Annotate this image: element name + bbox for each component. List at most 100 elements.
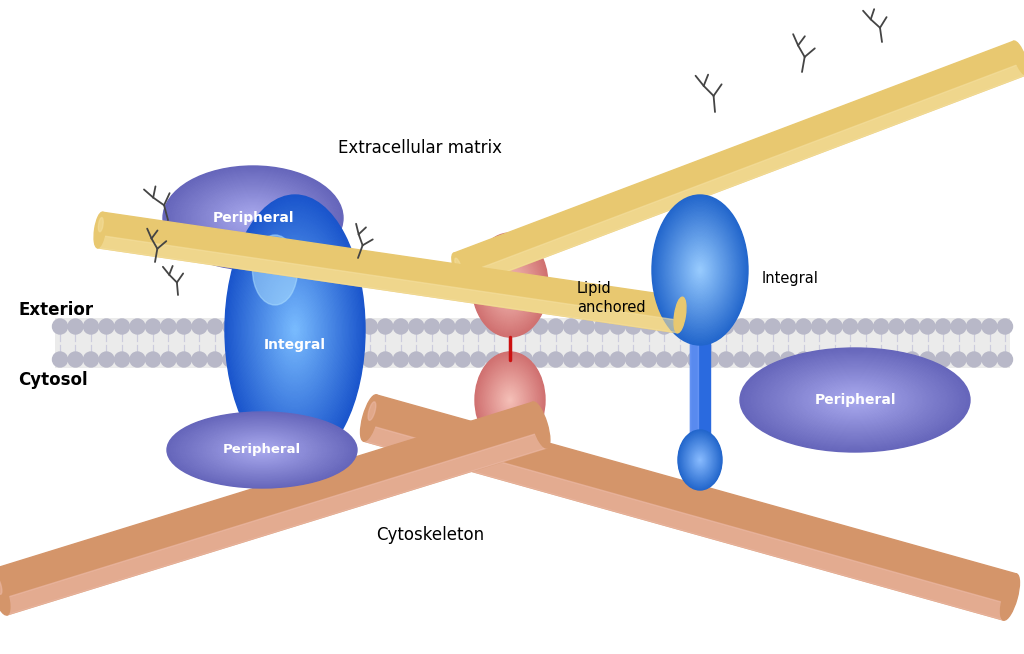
Ellipse shape bbox=[272, 287, 317, 373]
Ellipse shape bbox=[496, 380, 524, 420]
Circle shape bbox=[982, 352, 997, 367]
Ellipse shape bbox=[678, 430, 722, 490]
Ellipse shape bbox=[234, 207, 271, 228]
Ellipse shape bbox=[485, 250, 536, 319]
Circle shape bbox=[99, 352, 114, 367]
Ellipse shape bbox=[182, 418, 342, 482]
Ellipse shape bbox=[675, 230, 726, 310]
Ellipse shape bbox=[495, 264, 525, 306]
Ellipse shape bbox=[660, 207, 740, 332]
Ellipse shape bbox=[746, 351, 964, 449]
Ellipse shape bbox=[167, 168, 339, 268]
Ellipse shape bbox=[212, 194, 295, 242]
Ellipse shape bbox=[659, 206, 740, 334]
Ellipse shape bbox=[686, 441, 715, 479]
Ellipse shape bbox=[783, 368, 927, 432]
Circle shape bbox=[904, 352, 920, 367]
Circle shape bbox=[936, 319, 950, 334]
Ellipse shape bbox=[699, 458, 701, 462]
Ellipse shape bbox=[509, 399, 511, 401]
Ellipse shape bbox=[178, 417, 346, 483]
Circle shape bbox=[52, 319, 68, 334]
Ellipse shape bbox=[199, 187, 307, 249]
Ellipse shape bbox=[698, 267, 701, 273]
Ellipse shape bbox=[696, 455, 703, 465]
Circle shape bbox=[269, 319, 285, 334]
Ellipse shape bbox=[679, 431, 722, 489]
Ellipse shape bbox=[472, 233, 548, 337]
Ellipse shape bbox=[486, 368, 534, 432]
Circle shape bbox=[347, 319, 361, 334]
Circle shape bbox=[920, 352, 935, 367]
Ellipse shape bbox=[848, 397, 862, 403]
Ellipse shape bbox=[478, 356, 542, 444]
Polygon shape bbox=[690, 340, 710, 450]
Ellipse shape bbox=[476, 239, 544, 331]
Ellipse shape bbox=[814, 381, 896, 419]
Circle shape bbox=[765, 319, 780, 334]
Circle shape bbox=[904, 319, 920, 334]
Ellipse shape bbox=[291, 321, 300, 339]
Circle shape bbox=[332, 319, 346, 334]
Ellipse shape bbox=[759, 356, 951, 443]
Ellipse shape bbox=[224, 435, 300, 465]
Ellipse shape bbox=[499, 385, 521, 415]
Circle shape bbox=[517, 352, 532, 367]
Ellipse shape bbox=[656, 201, 744, 339]
Circle shape bbox=[424, 352, 439, 367]
Circle shape bbox=[191, 352, 207, 367]
Circle shape bbox=[719, 319, 733, 334]
Ellipse shape bbox=[829, 388, 881, 411]
Circle shape bbox=[610, 319, 626, 334]
Circle shape bbox=[84, 319, 98, 334]
Ellipse shape bbox=[506, 280, 514, 290]
Ellipse shape bbox=[484, 250, 536, 320]
Ellipse shape bbox=[490, 259, 529, 311]
Ellipse shape bbox=[694, 261, 706, 279]
Ellipse shape bbox=[831, 390, 878, 411]
Ellipse shape bbox=[260, 449, 264, 451]
Ellipse shape bbox=[772, 362, 938, 438]
Ellipse shape bbox=[503, 389, 518, 411]
Ellipse shape bbox=[258, 449, 266, 451]
Polygon shape bbox=[462, 63, 1024, 287]
Circle shape bbox=[208, 352, 222, 367]
Ellipse shape bbox=[663, 211, 737, 329]
Ellipse shape bbox=[271, 285, 318, 375]
Ellipse shape bbox=[505, 278, 515, 292]
Circle shape bbox=[239, 319, 253, 334]
Ellipse shape bbox=[756, 355, 954, 445]
Ellipse shape bbox=[687, 442, 713, 478]
Circle shape bbox=[130, 352, 145, 367]
Ellipse shape bbox=[264, 271, 326, 388]
Ellipse shape bbox=[798, 374, 912, 426]
Ellipse shape bbox=[180, 417, 344, 483]
Ellipse shape bbox=[765, 360, 945, 441]
Ellipse shape bbox=[479, 358, 541, 442]
Circle shape bbox=[548, 352, 563, 367]
Circle shape bbox=[362, 319, 377, 334]
Ellipse shape bbox=[683, 437, 717, 483]
Ellipse shape bbox=[683, 244, 717, 296]
Ellipse shape bbox=[494, 263, 526, 307]
Ellipse shape bbox=[740, 348, 970, 452]
Circle shape bbox=[145, 319, 161, 334]
Ellipse shape bbox=[218, 432, 306, 468]
Ellipse shape bbox=[677, 233, 723, 306]
Ellipse shape bbox=[668, 220, 732, 320]
Ellipse shape bbox=[229, 437, 294, 463]
Ellipse shape bbox=[478, 241, 542, 329]
Text: Peripheral: Peripheral bbox=[223, 443, 301, 456]
Ellipse shape bbox=[853, 399, 857, 401]
Ellipse shape bbox=[230, 206, 359, 454]
Ellipse shape bbox=[791, 371, 920, 429]
Ellipse shape bbox=[189, 421, 334, 479]
Ellipse shape bbox=[480, 359, 540, 441]
Ellipse shape bbox=[497, 382, 523, 419]
Ellipse shape bbox=[675, 232, 725, 309]
Text: Integral: Integral bbox=[264, 338, 326, 352]
Ellipse shape bbox=[246, 214, 260, 222]
Ellipse shape bbox=[484, 364, 536, 436]
Circle shape bbox=[486, 319, 502, 334]
Ellipse shape bbox=[684, 438, 716, 482]
